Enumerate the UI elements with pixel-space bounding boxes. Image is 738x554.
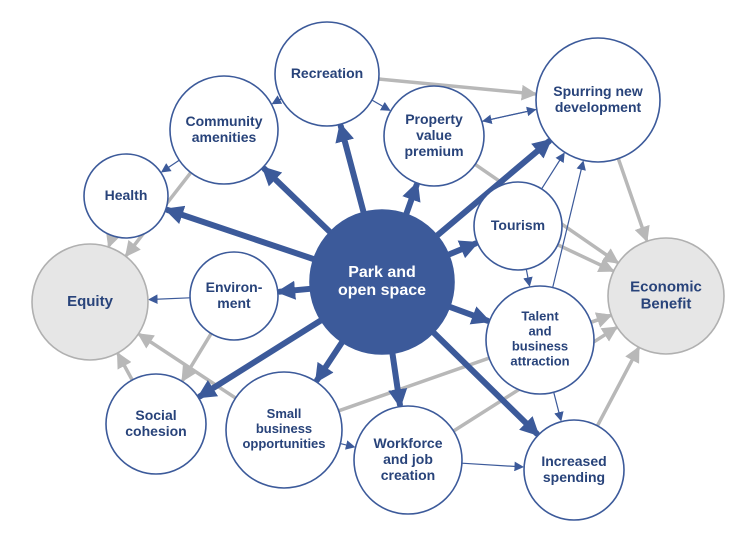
node-label-tourism: Tourism [491,217,545,233]
node-smallbiz: Smallbusinessopportunities [226,372,342,488]
node-spurring: Spurring newdevelopment [536,38,660,162]
edge-tourism-spurring [542,154,564,189]
node-social: Socialcohesion [106,374,206,474]
edge-talent-increased [554,392,561,420]
node-increased: Increasedspending [524,420,624,520]
edge-center-tourism [449,244,476,255]
node-recreation: Recreation [275,22,379,126]
edge-recreation-community [273,99,281,104]
node-label-equity: Equity [67,293,113,310]
node-label-health: Health [105,187,148,203]
edge-recreation-property [372,100,389,110]
edge-increased-economic [597,349,638,426]
edge-center-community [264,169,330,232]
node-environment: Environ-ment [190,252,278,340]
node-label-community: Communityamenities [186,113,263,145]
node-talent: Talentandbusinessattraction [486,286,594,394]
node-community: Communityamenities [170,76,278,184]
edge-center-workforce [392,353,400,404]
edge-center-environment [280,289,311,292]
node-label-economic: EconomicBenefit [630,278,702,312]
edge-community-health [163,160,180,171]
node-property: Propertyvaluepremium [384,86,484,186]
edge-center-property [406,185,416,214]
node-workforce: Workforceand jobcreation [354,406,462,514]
node-tourism: Tourism [474,182,562,270]
edge-center-talent [450,307,488,321]
node-label-center: Park andopen space [338,264,426,299]
edge-environment-equity [150,298,190,300]
node-label-increased: Increasedspending [541,453,606,485]
edge-tourism-talent [526,269,529,285]
edge-spurring-property [484,109,537,121]
edge-health-equity [109,236,112,245]
edge-center-smallbiz [317,342,342,380]
node-label-recreation: Recreation [291,65,363,81]
node-label-workforce: Workforceand jobcreation [374,435,443,483]
edge-spurring-economic [618,159,646,240]
edge-workforce-increased [462,463,522,467]
edge-social-equity [119,355,133,380]
edge-center-recreation [341,126,364,212]
node-economic: EconomicBenefit [608,238,724,354]
nodes-layer: Park andopen space Recreation Communityame… [32,22,724,520]
node-label-spurring: Spurring newdevelopment [553,83,643,115]
edge-tourism-economic [558,245,612,270]
network-diagram: Park andopen space Recreation Communityame… [0,0,738,554]
node-center: Park andopen space [310,210,454,354]
node-health: Health [84,154,168,238]
edge-smallbiz-workforce [340,444,353,447]
node-equity: Equity [32,244,148,360]
